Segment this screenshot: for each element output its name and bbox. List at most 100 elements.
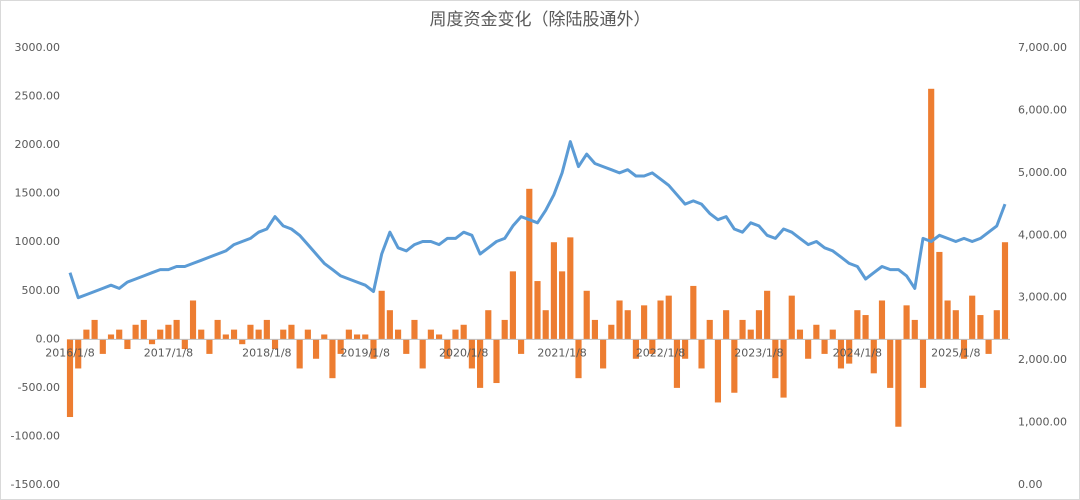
bar: [977, 315, 984, 340]
bar: [312, 339, 320, 359]
bar: [485, 310, 492, 340]
bar: [280, 329, 287, 340]
bar: [952, 310, 959, 340]
bar: [468, 339, 475, 369]
bar: [288, 324, 295, 340]
bar: [353, 334, 361, 340]
bar: [706, 319, 713, 340]
bar: [198, 329, 205, 340]
bar: [436, 334, 443, 340]
bar: [731, 339, 738, 393]
bar: [411, 319, 418, 340]
bar: [419, 339, 426, 369]
bar: [83, 329, 90, 340]
y-tick-label: -500.00: [18, 381, 60, 394]
bar: [550, 242, 557, 340]
bar: [345, 329, 352, 340]
bar: [870, 339, 877, 374]
bar: [657, 300, 664, 340]
bar: [714, 339, 722, 403]
bar: [616, 300, 623, 340]
bar: [140, 319, 147, 340]
bar: [895, 339, 902, 427]
bar: [304, 329, 311, 340]
bar: [764, 290, 771, 340]
bar: [452, 329, 459, 340]
y-tick-label: 2000.00: [15, 138, 61, 151]
x-tick-label: 2025/1/8: [931, 346, 980, 359]
bar: [116, 329, 123, 340]
bar: [813, 324, 820, 340]
bar: [427, 329, 434, 340]
y-tick-label: 1500.00: [15, 187, 61, 200]
y-tick-label: 3000.00: [15, 41, 61, 54]
bar: [99, 339, 106, 354]
bar: [682, 339, 689, 359]
y2-tick-label: 2,000.00: [1018, 353, 1067, 366]
bar: [772, 339, 779, 379]
bar: [386, 310, 393, 340]
bar: [755, 310, 763, 340]
bar: [255, 329, 262, 340]
y2-tick-label: 4,000.00: [1018, 228, 1067, 241]
y2-tick-label: 1,000.00: [1018, 416, 1067, 429]
y2-tick-label: 7,000.00: [1018, 41, 1067, 54]
bar: [821, 339, 828, 354]
bar: [747, 329, 754, 340]
bar: [944, 300, 951, 340]
bar: [189, 300, 197, 340]
bar: [107, 334, 115, 340]
bar: [919, 339, 927, 388]
chart-title: 周度资金变化（除陆股通外）: [430, 10, 651, 30]
bar: [124, 339, 131, 350]
bar: [165, 324, 172, 340]
bar: [936, 251, 943, 340]
bar: [690, 285, 697, 340]
bar: [181, 339, 188, 350]
bar: [148, 339, 156, 345]
bar: [509, 271, 516, 340]
bar: [321, 334, 328, 340]
bar: [477, 339, 484, 388]
bar: [780, 339, 787, 398]
bar: [903, 305, 910, 340]
x-tick-label: 2016/1/8: [45, 346, 94, 359]
bar: [206, 339, 213, 354]
bar: [501, 319, 508, 340]
bar: [559, 271, 566, 340]
y-tick-label: 0.00: [36, 332, 61, 345]
bar: [337, 339, 344, 354]
bar: [739, 319, 746, 340]
y-tick-label: 500.00: [22, 284, 61, 297]
bar: [600, 339, 607, 369]
bar: [394, 329, 402, 340]
bar: [370, 339, 377, 359]
bar: [296, 339, 303, 369]
bar: [862, 315, 869, 340]
line: [68, 140, 1007, 300]
bar: [444, 339, 451, 359]
y2-tick-label: 3,000.00: [1018, 291, 1067, 304]
bar: [403, 339, 410, 354]
bar: [378, 290, 385, 340]
bar: [271, 339, 279, 350]
bar: [805, 339, 812, 359]
x-tick-label: 2018/1/8: [242, 346, 291, 359]
bar: [493, 339, 500, 384]
bar: [222, 334, 229, 340]
bar: [460, 324, 467, 340]
y2-tick-label: 6,000.00: [1018, 103, 1067, 116]
bar: [649, 339, 656, 354]
y-tick-label: 1000.00: [15, 235, 61, 248]
y2-tick-label: 0.00: [1018, 478, 1043, 491]
x-tick-label: 2023/1/8: [734, 346, 783, 359]
bar: [846, 339, 853, 364]
bar: [66, 339, 74, 418]
bar: [878, 300, 886, 340]
bar: [829, 329, 836, 340]
bar: [263, 319, 270, 340]
bar: [230, 329, 238, 340]
bar: [173, 319, 180, 340]
